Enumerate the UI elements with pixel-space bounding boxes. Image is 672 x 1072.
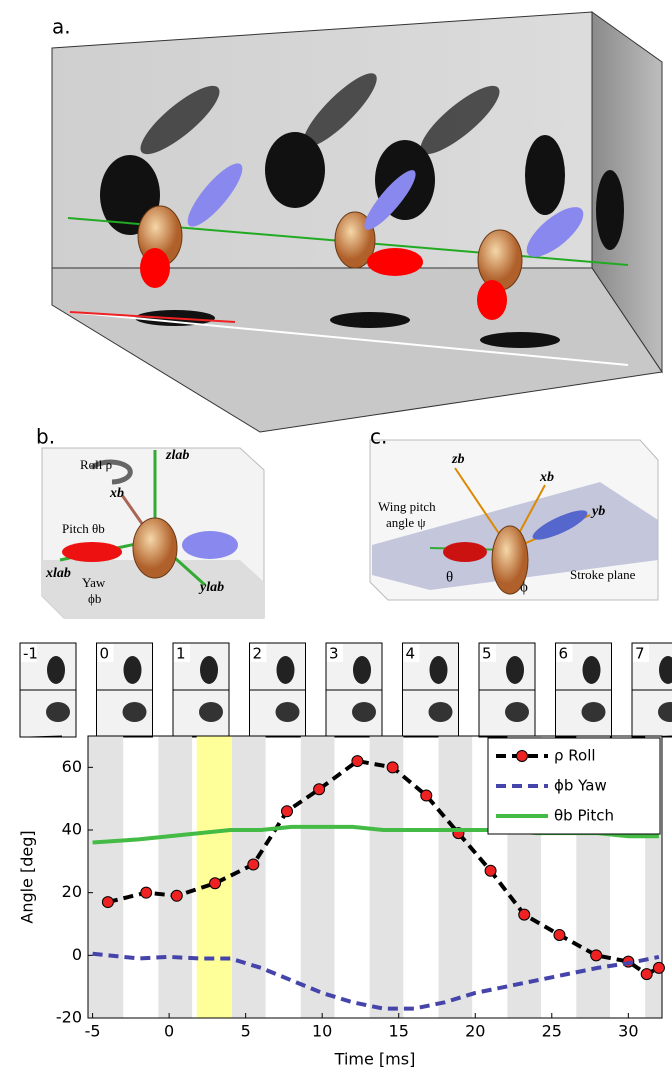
y-tick-label: 20: [62, 882, 82, 901]
panel-label: a.: [52, 15, 71, 39]
x-tick-label: 10: [312, 1022, 332, 1041]
legend-marker: [517, 751, 528, 762]
x-tick-label: 20: [465, 1022, 485, 1041]
annotation: ylab: [198, 580, 224, 595]
series-marker: [519, 909, 530, 920]
series-marker: [102, 897, 113, 908]
y-tick-label: 40: [62, 820, 82, 839]
shaded-band: [370, 736, 404, 1018]
series-marker: [352, 756, 363, 767]
frame-label: 1: [176, 645, 186, 663]
series-marker: [641, 969, 652, 980]
fly-silhouette: [123, 702, 147, 722]
annotation: Pitch θb: [62, 521, 105, 536]
x-tick-label: 5: [241, 1022, 251, 1041]
fly-silhouette: [353, 656, 371, 684]
series-marker: [421, 790, 432, 801]
y-tick-label: -20: [56, 1008, 82, 1027]
series-marker: [141, 887, 152, 898]
annotation: Yaw: [82, 575, 106, 590]
fly-silhouette: [46, 702, 70, 722]
x-tick-label: -5: [85, 1022, 101, 1041]
series-marker: [554, 929, 565, 940]
legend-label: ϕb Yaw: [554, 777, 607, 795]
series-marker: [485, 865, 496, 876]
panel-a: [52, 12, 662, 432]
frame-label: 2: [253, 645, 263, 663]
panel-label: c.: [370, 425, 387, 449]
fly-silhouette: [199, 702, 223, 722]
x-tick-label: 25: [542, 1022, 562, 1041]
annotation: Roll ρ: [80, 457, 112, 472]
fly-silhouette: [277, 656, 295, 684]
fly-silhouette: [582, 702, 606, 722]
frame-label: 6: [559, 645, 569, 663]
frame-label: -1: [23, 645, 38, 663]
highlight-band: [197, 736, 232, 1018]
frame-label: 5: [482, 645, 492, 663]
frame-label: 0: [100, 645, 110, 663]
annotation: angle ψ: [386, 515, 426, 530]
annotation: xb: [109, 486, 124, 501]
fly-silhouette: [200, 656, 218, 684]
frame-label: 3: [329, 645, 339, 663]
annotation: zlab: [165, 448, 189, 463]
shaded-band: [301, 736, 335, 1018]
fly-silhouette: [276, 702, 300, 722]
series-marker: [248, 859, 259, 870]
annotation: Wing pitch: [378, 499, 436, 514]
x-axis-label: Time [ms]: [334, 1050, 416, 1069]
series-marker: [281, 806, 292, 817]
series-marker: [210, 878, 221, 889]
shaded-band: [232, 736, 266, 1018]
frame-label: 7: [635, 645, 645, 663]
annotation: xlab: [45, 566, 71, 581]
legend-label: ρ Roll: [554, 747, 596, 765]
annotation: zb: [451, 452, 464, 467]
y-tick-label: 0: [72, 945, 82, 964]
annotation: θ: [446, 569, 453, 585]
x-tick-label: 30: [618, 1022, 638, 1041]
fly-silhouette: [352, 702, 376, 722]
annotation: ϕ: [520, 579, 528, 595]
x-tick-label: 0: [164, 1022, 174, 1041]
fly-silhouette: [505, 702, 529, 722]
figure: a.b.c.d.Roll ρPitch θbYawϕbzlabxbxlabyla…: [0, 0, 672, 1072]
fly-silhouette: [583, 656, 601, 684]
series-marker: [653, 962, 664, 973]
annotation: xb: [539, 470, 554, 485]
y-axis-label: Angle [deg]: [18, 830, 37, 923]
fly-silhouette: [506, 656, 524, 684]
fly-silhouette: [124, 656, 142, 684]
series-marker: [314, 784, 325, 795]
y-tick-label: 60: [62, 757, 82, 776]
annotation: Stroke plane: [570, 567, 636, 582]
series-marker: [171, 890, 182, 901]
legend-label: θb Pitch: [554, 807, 614, 825]
series-marker: [387, 762, 398, 773]
panel-label: b.: [36, 425, 55, 449]
fly-silhouette: [430, 656, 448, 684]
annotation: yb: [590, 504, 605, 519]
fly-silhouette: [429, 702, 453, 722]
frame-label: 4: [406, 645, 416, 663]
shaded-band: [439, 736, 473, 1018]
shaded-band: [88, 736, 123, 1018]
series-marker: [591, 950, 602, 961]
shaded-band: [158, 736, 192, 1018]
annotation: ϕb: [88, 591, 101, 606]
fly-silhouette: [47, 656, 65, 684]
x-tick-label: 15: [389, 1022, 409, 1041]
